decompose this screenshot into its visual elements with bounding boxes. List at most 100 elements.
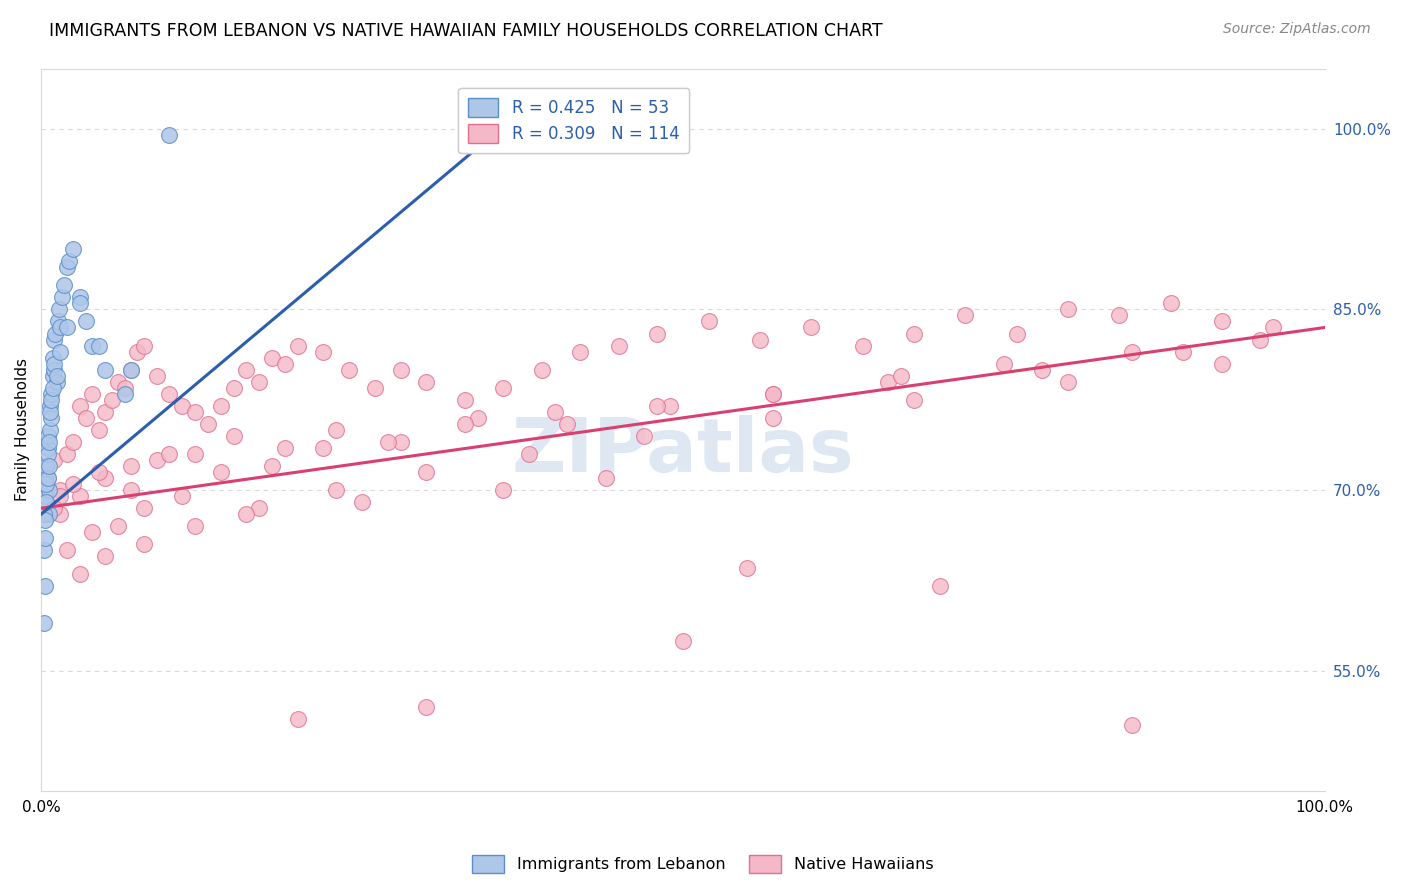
Point [209, 399, 232, 413]
Point [48, 302, 70, 317]
Point [262, 351, 284, 365]
Point [672, 633, 695, 648]
Point [35, 477, 58, 491]
Point [82, 525, 104, 540]
Point [82, 338, 104, 352]
Point [645, 326, 668, 341]
Point [1211, 314, 1233, 328]
Point [69, 567, 91, 582]
Point [415, 465, 437, 479]
Point [877, 375, 900, 389]
Point [903, 392, 925, 407]
Point [159, 386, 181, 401]
Point [172, 399, 194, 413]
Point [569, 344, 592, 359]
Point [58, 254, 80, 268]
Point [55, 447, 77, 461]
Point [69, 399, 91, 413]
Point [114, 386, 136, 401]
Point [415, 375, 437, 389]
Point [34, 531, 56, 545]
Point [38, 507, 60, 521]
Point [41, 351, 63, 365]
Point [607, 338, 630, 352]
Point [41, 381, 63, 395]
Point [247, 501, 270, 516]
Point [132, 501, 155, 516]
Point [235, 507, 257, 521]
Point [530, 362, 553, 376]
Point [762, 410, 785, 425]
Point [94, 362, 117, 376]
Point [42, 333, 65, 347]
Point [415, 700, 437, 714]
Legend: R = 0.425   N = 53, R = 0.309   N = 114: R = 0.425 N = 53, R = 0.309 N = 114 [458, 87, 689, 153]
Point [35, 495, 58, 509]
Point [37, 429, 59, 443]
Point [1160, 296, 1182, 310]
Point [364, 381, 387, 395]
Point [595, 471, 617, 485]
Point [274, 357, 297, 371]
Point [32, 615, 55, 630]
Point [55, 260, 77, 275]
Point [82, 386, 104, 401]
Text: ZIPatlas: ZIPatlas [512, 415, 855, 488]
Point [247, 375, 270, 389]
Point [62, 477, 84, 491]
Point [1121, 718, 1143, 732]
Point [49, 489, 72, 503]
Point [94, 405, 117, 419]
Point [377, 434, 399, 449]
Point [159, 447, 181, 461]
Point [34, 513, 56, 527]
Point [55, 320, 77, 334]
Point [852, 338, 875, 352]
Point [49, 507, 72, 521]
Text: IMMIGRANTS FROM LEBANON VS NATIVE HAWAIIAN FAMILY HOUSEHOLDS CORRELATION CHART: IMMIGRANTS FROM LEBANON VS NATIVE HAWAII… [49, 22, 883, 40]
Point [197, 417, 219, 431]
Point [184, 447, 207, 461]
Point [325, 483, 347, 497]
Point [312, 441, 335, 455]
Point [41, 386, 63, 401]
Point [1173, 344, 1195, 359]
Point [697, 314, 720, 328]
Point [87, 423, 110, 437]
Point [49, 483, 72, 497]
Point [32, 543, 55, 558]
Point [38, 483, 60, 497]
Point [107, 375, 129, 389]
Point [274, 441, 297, 455]
Point [557, 417, 579, 431]
Point [287, 712, 309, 726]
Point [159, 128, 181, 142]
Point [42, 453, 65, 467]
Point [955, 309, 977, 323]
Point [467, 410, 489, 425]
Point [69, 296, 91, 310]
Point [87, 338, 110, 352]
Point [34, 579, 56, 593]
Point [1005, 326, 1028, 341]
Point [1057, 302, 1080, 317]
Point [38, 458, 60, 473]
Point [41, 368, 63, 383]
Point [35, 458, 58, 473]
Point [184, 405, 207, 419]
Point [543, 405, 565, 419]
Point [41, 410, 63, 425]
Text: Source: ZipAtlas.com: Source: ZipAtlas.com [1223, 22, 1371, 37]
Point [120, 362, 142, 376]
Point [1211, 357, 1233, 371]
Point [350, 495, 373, 509]
Point [45, 375, 67, 389]
Point [114, 381, 136, 395]
Point [32, 507, 55, 521]
Point [659, 399, 682, 413]
Point [235, 362, 257, 376]
Point [34, 489, 56, 503]
Point [993, 357, 1015, 371]
Point [42, 362, 65, 376]
Point [172, 489, 194, 503]
